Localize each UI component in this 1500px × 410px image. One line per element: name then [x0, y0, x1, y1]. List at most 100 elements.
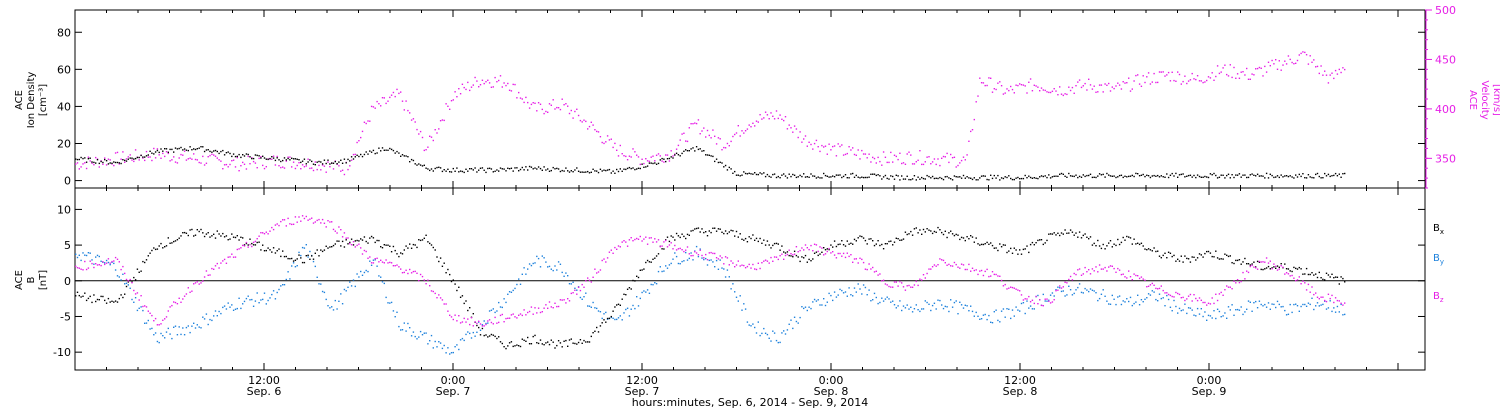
density-series-point [567, 170, 569, 172]
by-series-point [418, 336, 420, 338]
by-series-point [421, 334, 424, 336]
density-series-point [240, 156, 242, 159]
bx-series-point [1040, 239, 1043, 241]
bx-series-point [625, 294, 627, 296]
by-series-point [1020, 302, 1023, 305]
bz-series-point [318, 218, 320, 221]
bz-series-point [1293, 277, 1295, 279]
bz-series-point [1002, 285, 1005, 287]
top-right-axis-label: ACE Velocity [km/s] [1467, 80, 1500, 119]
velocity-series-point [327, 161, 329, 163]
bz-series-point [1309, 291, 1311, 293]
density-series-point [447, 168, 449, 170]
density-series-point [1022, 177, 1025, 180]
by-series-point [908, 308, 910, 310]
bz-series-point [436, 297, 438, 299]
bz-series-point [872, 266, 874, 269]
velocity-series-point [256, 167, 258, 169]
velocity-series-point [205, 162, 208, 164]
velocity-series-point [499, 75, 502, 77]
velocity-series-point [1151, 81, 1153, 83]
bz-series-point [452, 318, 454, 321]
bx-series-point [634, 280, 636, 282]
bx-series-point [1146, 249, 1148, 251]
bz-series-point [1209, 303, 1212, 305]
velocity-series-point [1060, 93, 1063, 95]
density-series-point [287, 157, 289, 160]
density-series-point [427, 168, 429, 170]
bx-series-point [773, 242, 776, 245]
velocity-series-point [1260, 67, 1262, 69]
by-series-point [734, 291, 736, 293]
bz-series-point [543, 307, 545, 309]
velocity-series-point [1271, 59, 1273, 62]
by-series-point [692, 259, 694, 261]
density-series-point [623, 168, 625, 170]
bz-series-point [205, 270, 208, 272]
velocity-series-point [1117, 82, 1119, 84]
velocity-series-point [507, 82, 509, 85]
by-series-point [381, 281, 384, 283]
bz-series-point [409, 268, 411, 271]
velocity-series-point [1256, 67, 1259, 70]
velocity-series-point [492, 86, 494, 88]
bz-series-point [648, 237, 651, 239]
velocity-series-point [311, 167, 313, 169]
velocity-series-point [387, 100, 389, 102]
velocity-series-point [1057, 94, 1059, 96]
by-series-point [400, 329, 402, 331]
bz-series-point [890, 286, 892, 288]
bx-series-point [329, 246, 331, 248]
density-series-point [1233, 176, 1235, 179]
velocity-series-point [409, 112, 411, 114]
bz-series-point [242, 244, 244, 247]
density-series-point [187, 149, 189, 152]
bx-series-point [1060, 232, 1063, 234]
velocity-series-point [1291, 61, 1293, 64]
bz-series-point [247, 246, 249, 248]
by-series-point [977, 315, 979, 317]
bx-series-point [534, 334, 536, 337]
by-series-point [921, 308, 923, 310]
velocity-series-point [1251, 73, 1253, 75]
velocity-series-point [392, 91, 395, 94]
density-series-point [737, 174, 739, 176]
density-series-point [581, 171, 583, 173]
bx-series-point [536, 342, 538, 344]
density-series-point [134, 157, 137, 160]
by-series-point [1026, 300, 1028, 302]
density-series-point [650, 162, 652, 164]
bz-series-point [1095, 266, 1097, 268]
bz-series-point [657, 239, 660, 241]
density-series-point [274, 159, 277, 162]
by-series-point [403, 322, 405, 324]
by-series-point [650, 283, 652, 286]
velocity-series-point [846, 152, 848, 155]
velocity-series-point [955, 166, 957, 168]
bx-series-point [258, 241, 260, 243]
by-series-point [715, 259, 718, 262]
velocity-series-point [652, 155, 654, 157]
by-series-point [810, 307, 812, 310]
by-series-point [340, 293, 342, 295]
bx-series-point [507, 345, 509, 347]
bz-series-point [1282, 266, 1284, 268]
bx-series-point [813, 252, 816, 254]
density-series-point [786, 177, 789, 179]
bz-series-point [109, 262, 111, 264]
density-series-point [605, 169, 607, 172]
density-series-point [746, 173, 749, 175]
by-series-point [677, 262, 680, 265]
by-series-point [1293, 303, 1295, 306]
bx-series-point [977, 243, 979, 245]
by-series-point [463, 339, 465, 342]
by-series-point [1258, 300, 1261, 302]
density-series-point [902, 178, 905, 180]
by-series-point [75, 253, 77, 255]
bx-series-point [213, 233, 215, 235]
density-series-point [512, 170, 514, 172]
by-series-point [294, 266, 297, 268]
bz-series-point [1151, 282, 1153, 285]
bx-series-point [245, 242, 248, 245]
velocity-series-point [761, 118, 763, 120]
